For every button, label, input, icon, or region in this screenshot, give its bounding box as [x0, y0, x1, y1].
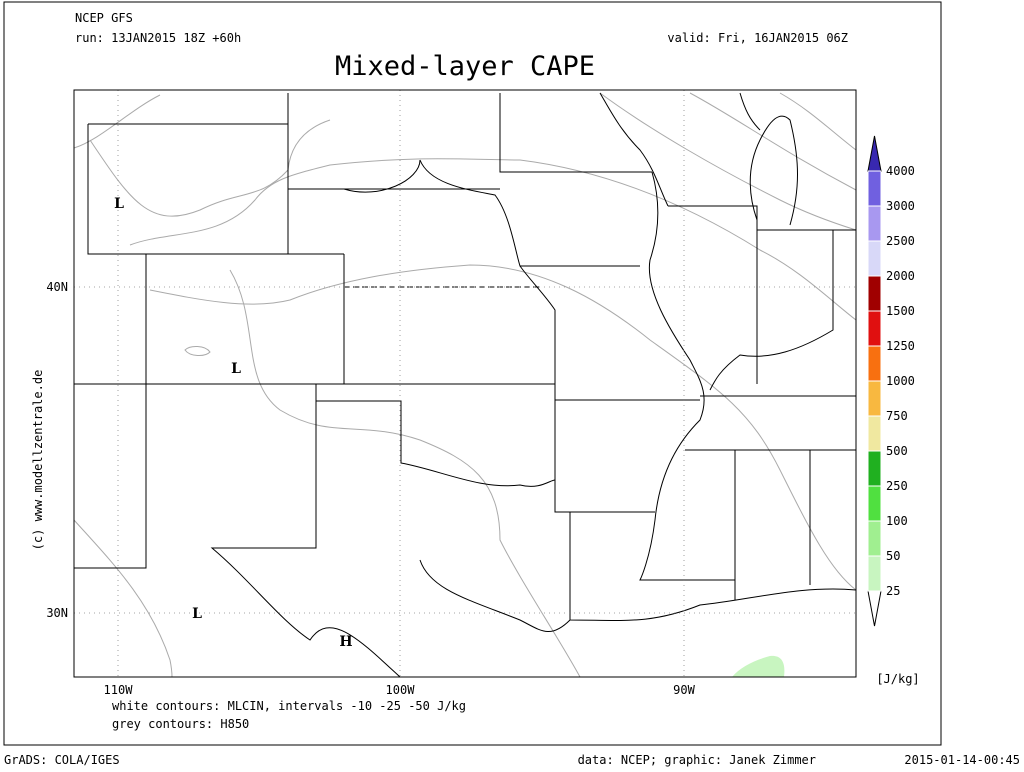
pressure-center: L [231, 361, 241, 377]
colorbar-label: 2000 [886, 269, 915, 283]
colorbar: 25 50 100 250 500 750 1000 1250 1500 2000 2500 3000… [867, 135, 915, 627]
colorbar-label: 3000 [886, 199, 915, 213]
note: white contours: MLCIN, intervals -10 -25… [112, 699, 466, 713]
colorbar-box [867, 485, 882, 522]
pressure-center: H [339, 634, 352, 650]
colorbar-box [867, 520, 882, 557]
note: grey contours: H850 [112, 717, 249, 731]
lat-label: 30N [46, 606, 68, 620]
pressure-centers: L L L H [114, 196, 353, 650]
lon-label: 100W [386, 683, 416, 697]
colorbar-box [867, 555, 882, 592]
run: run: 13JAN2015 18Z +60h [75, 31, 241, 45]
graticule [74, 90, 856, 677]
colorbar-label: 500 [886, 444, 908, 458]
colorbar-label: 4000 [886, 164, 915, 178]
colorbar-box [867, 380, 882, 417]
colorbar-box [867, 450, 882, 487]
colorbar-label: 50 [886, 549, 900, 563]
colorbar-label: 1500 [886, 304, 915, 318]
state-borders [74, 92, 857, 678]
map-border [73, 89, 857, 678]
colorbar-label: 1250 [886, 339, 915, 353]
cape-area [732, 655, 785, 677]
colorbar-box [867, 310, 882, 347]
colorbar-box [867, 345, 882, 382]
lat-label: 40N [46, 280, 68, 294]
height-contours [73, 92, 857, 678]
footer-center: data: NCEP; graphic: Janek Zimmer [578, 753, 816, 767]
colorbar-label: 100 [886, 514, 908, 528]
colorbar-label: 25 [886, 584, 900, 598]
credit: (c) www.modellzentrale.de [31, 370, 45, 551]
lon-label: 110W [104, 683, 134, 697]
pressure-center: L [114, 196, 124, 212]
pressure-center: L [192, 606, 202, 622]
title: Mixed-layer CAPE [335, 51, 595, 82]
footer-right: 2015-01-14-00:45 [904, 753, 1020, 767]
colorbar-box [867, 205, 882, 242]
footer-left: GrADS: COLA/IGES [4, 753, 120, 767]
valid: valid: Fri, 16JAN2015 06Z [667, 31, 848, 45]
colorbar-label: 1000 [886, 374, 915, 388]
colorbar-box [867, 275, 882, 312]
lon-label: 90W [673, 683, 695, 697]
colorbar-box [867, 415, 882, 452]
colorbar-label: 250 [886, 479, 908, 493]
colorbar-label: 2500 [886, 234, 915, 248]
colorbar-box [867, 170, 882, 207]
map: L L L H (c) www.modellzentrale.de [31, 89, 857, 678]
model: NCEP GFS [75, 11, 133, 25]
unit: [J/kg] [876, 672, 919, 686]
colorbar-label: 750 [886, 409, 908, 423]
colorbar-box [867, 240, 882, 277]
